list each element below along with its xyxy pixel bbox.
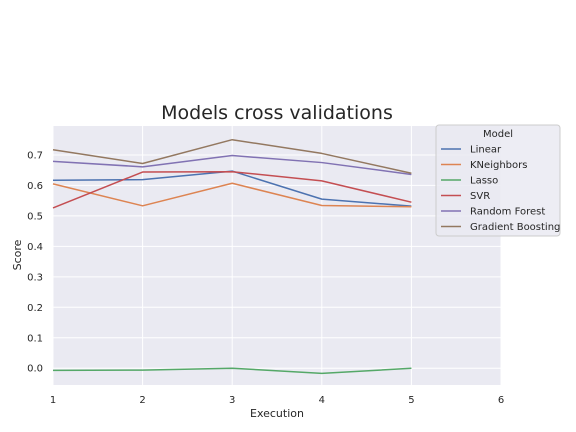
grid [52, 126, 502, 385]
legend-label: Random Forest [470, 207, 545, 218]
series-line-gradient-boosting [52, 138, 412, 174]
x-tick-label: 6 [498, 395, 504, 406]
x-axis-label: Execution [250, 407, 304, 420]
legend-label: Lasso [470, 176, 498, 187]
y-tick-label: 0.1 [27, 333, 43, 344]
x-tick-label: 4 [319, 395, 325, 406]
series-line-kneighbors [52, 182, 412, 208]
y-tick-label: 0.5 [27, 211, 43, 222]
legend-label: Gradient Boosting [470, 222, 560, 233]
x-tick-label: 2 [139, 395, 145, 406]
series-line-lasso [52, 367, 412, 375]
legend-title: Model [483, 129, 513, 140]
y-axis-label: Score [11, 239, 24, 270]
series-lines [52, 138, 412, 375]
x-axis-ticks: 1 2 3 4 5 6 [50, 395, 504, 406]
plot-area [53, 126, 501, 385]
y-tick-label: 0.3 [27, 272, 43, 283]
legend-label: KNeighbors [470, 160, 527, 171]
y-tick-label: 0.2 [27, 303, 43, 314]
y-tick-label: 0.0 [27, 364, 43, 375]
legend: Model Linear KNeighbors Lasso SVR Random For… [435, 124, 561, 237]
x-tick-label: 1 [50, 395, 56, 406]
x-tick-label: 3 [229, 395, 235, 406]
series-line-random-forest [52, 154, 412, 176]
legend-box [435, 124, 561, 237]
legend-items: Linear KNeighbors Lasso SVR Random Forest Gra… [441, 145, 560, 233]
series-line-svr [52, 170, 412, 209]
chart-title: Models cross validations [161, 102, 393, 124]
y-tick-label: 0.6 [27, 181, 43, 192]
y-tick-label: 0.7 [27, 150, 43, 161]
legend-label: SVR [470, 191, 490, 202]
legend-label: Linear [470, 145, 502, 156]
y-axis-ticks: 0.0 0.1 0.2 0.3 0.4 0.5 0.6 0.7 [27, 150, 43, 374]
y-tick-label: 0.4 [27, 242, 43, 253]
x-tick-label: 5 [408, 395, 414, 406]
